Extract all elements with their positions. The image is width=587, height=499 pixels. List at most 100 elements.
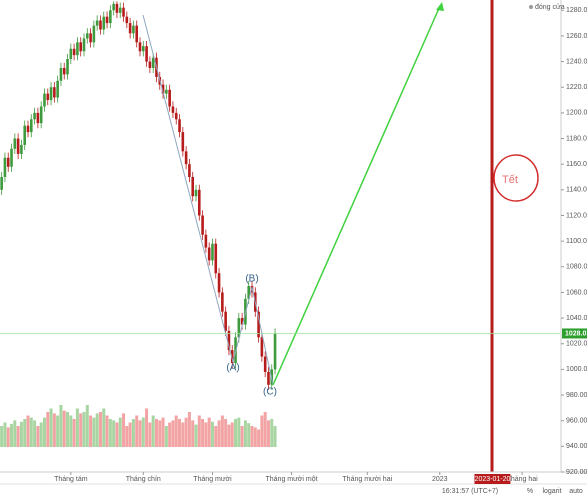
candle-body [33, 112, 36, 120]
candle-body [79, 42, 83, 52]
candle-body [197, 189, 201, 216]
volume-bar [122, 413, 126, 447]
volume-bar [184, 417, 188, 447]
volume-bar [26, 415, 30, 447]
volume-bar [75, 408, 79, 447]
y-tick-label: 1080.00 [566, 264, 587, 271]
candle-body [214, 243, 218, 274]
volume-bar [253, 427, 257, 447]
candle-body [237, 318, 241, 338]
scale-option[interactable]: auto [569, 488, 583, 495]
marker-label: 2023-01-20 [475, 476, 511, 483]
candle-body [16, 138, 20, 154]
candle-body [0, 177, 3, 190]
volume-bar [220, 415, 224, 447]
volume-bar [174, 415, 178, 447]
volume-bar [164, 426, 168, 447]
marker-box [474, 474, 511, 484]
volume-bar [105, 415, 109, 447]
candle-body [221, 292, 224, 312]
volume-bar [135, 415, 139, 447]
candle-body [99, 20, 102, 30]
volume-bar [217, 420, 221, 447]
y-tick-label: 1240.00 [566, 58, 587, 65]
candle-body [191, 177, 195, 197]
candle-body [188, 164, 191, 177]
candle-body [69, 48, 73, 59]
candle-body [184, 151, 188, 165]
trend-arrow [272, 5, 441, 386]
candle-body [227, 330, 231, 351]
volume-bar [66, 412, 70, 447]
legend-dot [529, 5, 533, 9]
candle-body [66, 59, 69, 75]
candle-body [267, 371, 270, 385]
candle-body [85, 33, 89, 39]
volume-bar [118, 417, 122, 447]
y-tick-label: 960.00 [566, 418, 587, 425]
y-tick-label: 940.00 [566, 443, 587, 450]
legend: đóng cửa [535, 3, 565, 11]
last-price-box [562, 328, 587, 339]
volume-bar [230, 422, 234, 447]
candle-body [39, 106, 43, 124]
y-tick-label: 920.00 [566, 469, 587, 476]
volume-bar [181, 422, 185, 447]
x-tick-label: 2023 [432, 476, 448, 483]
y-tick-label: 1040.00 [566, 315, 587, 322]
candle-body [247, 286, 251, 299]
volume-bar [273, 426, 277, 447]
volume-bar [13, 420, 17, 447]
candle-body [59, 67, 63, 81]
volume-bar [23, 419, 27, 447]
y-tick-label: 1280.00 [566, 7, 587, 14]
volume-bar [240, 426, 244, 447]
candle-body [273, 333, 277, 370]
volume-bar [191, 420, 195, 447]
y-tick-label: 1120.00 [566, 212, 587, 219]
volume-bar [72, 419, 76, 447]
volume-bar [168, 422, 172, 447]
candle-body [145, 46, 148, 62]
candle-body [105, 16, 109, 24]
candle-body [168, 89, 171, 107]
volume-bar [204, 422, 208, 447]
candle-body [72, 48, 76, 56]
candle-body [3, 157, 7, 177]
volume-bar [102, 408, 106, 447]
volume-bar [108, 419, 112, 447]
wave-line [142, 14, 274, 386]
volume-bar [214, 426, 218, 447]
volume-bar [257, 429, 261, 447]
scale-option[interactable]: % [527, 488, 533, 495]
candle-body [257, 311, 260, 338]
candle-body [240, 318, 244, 325]
volume-bar [92, 417, 96, 447]
candle-body [207, 247, 211, 261]
volume-bar [270, 419, 274, 447]
y-tick-label: 1260.00 [566, 33, 587, 40]
wave-label: (C) [263, 387, 277, 398]
candle-body [36, 112, 40, 124]
wave-label: (B) [245, 274, 258, 285]
x-tick-label: Tháng hai [507, 476, 539, 483]
candle-body [112, 3, 115, 11]
volume-bar [36, 426, 40, 447]
candle-body [13, 138, 17, 149]
volume-pane [0, 405, 277, 447]
candle-body [118, 7, 122, 13]
volume-bar [115, 422, 119, 447]
candle-body [89, 33, 92, 43]
candle-body [128, 23, 132, 34]
candle-body [43, 93, 46, 107]
candle-body [135, 25, 139, 43]
wave-label: (A) [226, 363, 239, 374]
volume-bar [6, 427, 10, 447]
volume-bar [128, 422, 132, 447]
candle-body [56, 80, 59, 98]
candle-body [102, 16, 106, 30]
scale-option[interactable]: logarit [542, 488, 561, 495]
candle-body [148, 61, 152, 68]
volume-bar [234, 419, 238, 447]
